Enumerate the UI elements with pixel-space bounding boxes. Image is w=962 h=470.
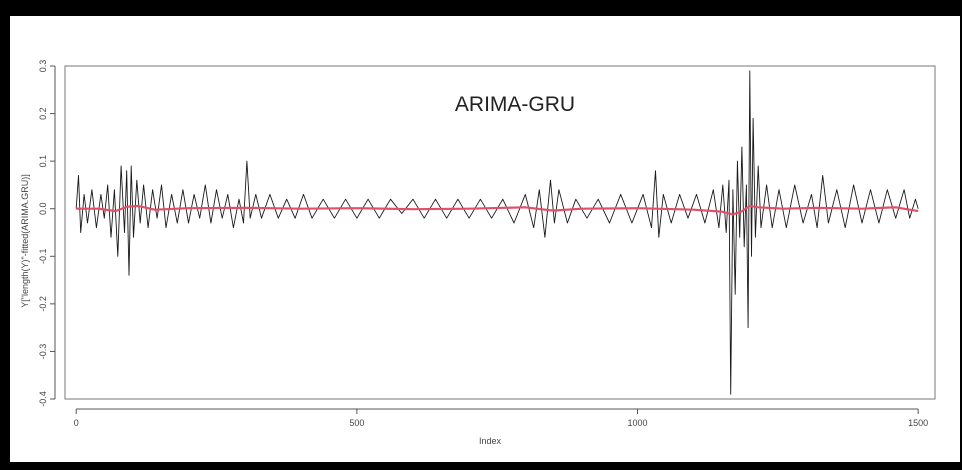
y-tick-label: 0.0 [38, 202, 48, 215]
y-tick-label: -0.1 [38, 249, 48, 265]
series-line-red [76, 204, 919, 216]
x-tick-label: 1500 [908, 418, 928, 428]
x-tick-label: 0 [74, 418, 79, 428]
y-tick-label: 0.3 [38, 60, 48, 73]
y-axis-label: Y["length(Y)"-fitted(ARIMA.GRU)] [20, 174, 30, 307]
chart-svg: -0.4 -0.3 -0.2 -0.1 0.0 0.1 0.2 0.3 0 500 1000 150… [20, 60, 936, 446]
series-layer [75, 70, 919, 395]
y-tick-label: 0.1 [38, 155, 48, 168]
x-axis: 0 500 1000 1500 [74, 408, 928, 428]
series-line-black [75, 70, 919, 395]
chart-title: ARIMA-GRU [455, 93, 575, 116]
y-axis: -0.4 -0.3 -0.2 -0.1 0.0 0.1 0.2 0.3 [38, 60, 56, 407]
x-tick-label: 1000 [628, 418, 648, 428]
y-tick-label: -0.2 [38, 296, 48, 312]
x-axis-label: Index [479, 436, 502, 446]
y-tick-label: 0.2 [38, 107, 48, 120]
chart-frame: -0.4 -0.3 -0.2 -0.1 0.0 0.1 0.2 0.3 0 500 1000 150… [10, 16, 960, 462]
y-tick-label: -0.4 [38, 391, 48, 407]
y-tick-label: -0.3 [38, 344, 48, 360]
x-tick-label: 500 [349, 418, 364, 428]
plot-area-border [64, 65, 936, 400]
